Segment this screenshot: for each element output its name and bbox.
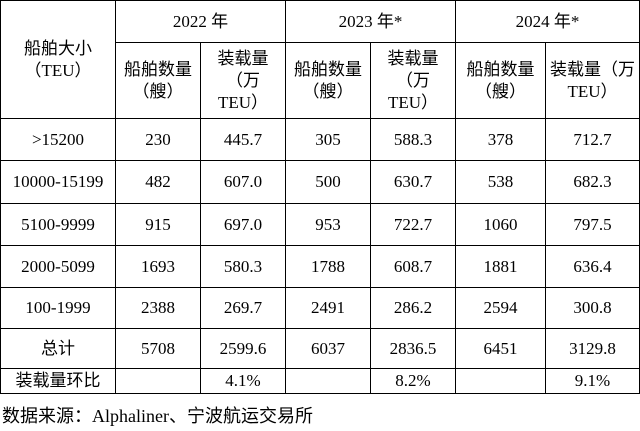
data-table: 船舶大小 （TEU） 2022 年 2023 年* 2024 年* 船舶数量 （艘） 装载量（… <box>0 0 640 394</box>
cell: 712.7 <box>545 118 640 161</box>
capacity-header: 装载量（万 TEU） <box>545 42 640 119</box>
cell: 682.3 <box>545 160 640 204</box>
cell: 580.3 <box>200 245 286 288</box>
text-line: （艘） <box>132 81 184 101</box>
cell: 378 <box>455 118 546 161</box>
cell: 6451 <box>455 328 546 369</box>
data-row: 10000-15199 482 607.0 500 630.7 538 682.3 <box>0 160 640 204</box>
text-line: 船舶数量 <box>124 59 192 79</box>
row-label: >15200 <box>0 118 116 161</box>
cell: 8.2% <box>370 368 456 394</box>
text-line: 船舶大小 <box>24 38 92 58</box>
cell: 305 <box>285 118 371 161</box>
row-label: 5100-9999 <box>0 203 116 246</box>
cell: 269.7 <box>200 287 286 329</box>
text-line: 装载量（万 <box>550 59 635 79</box>
text-line: 装载量（万 <box>387 48 439 90</box>
year-header: 2022 年 <box>115 0 286 43</box>
cell: 286.2 <box>370 287 456 329</box>
cell: 915 <box>115 203 201 246</box>
cell: 697.0 <box>200 203 286 246</box>
cell: 5708 <box>115 328 201 369</box>
cell: 630.7 <box>370 160 456 204</box>
cell: 2388 <box>115 287 201 329</box>
count-header: 船舶数量 （艘） <box>285 42 371 119</box>
cell: 538 <box>455 160 546 204</box>
cell: 608.7 <box>370 245 456 288</box>
cell: 636.4 <box>545 245 640 288</box>
text-line: （艘） <box>475 81 526 101</box>
row-label: 2000-5099 <box>0 245 116 288</box>
cell <box>455 368 546 394</box>
cell: 9.1% <box>545 368 640 394</box>
subheader-row: 船舶数量 （艘） 装载量（万 TEU） 船舶数量 （艘） 装载量（万 TEU） 船舶数量 （艘）装… <box>1 42 640 119</box>
size-header: 船舶大小 （TEU） <box>0 0 116 119</box>
cell: 1881 <box>455 245 546 288</box>
capacity-header: 装载量（万 TEU） <box>200 42 286 119</box>
cell: 1060 <box>455 203 546 246</box>
cell: 3129.8 <box>545 328 640 369</box>
source-note: 数据来源：Alphaliner、宁波航运交易所 <box>2 406 313 426</box>
cell: 2594 <box>455 287 546 329</box>
cell: 722.7 <box>370 203 456 246</box>
ratio-row: 装载量环比 4.1% 8.2% 9.1% <box>0 368 640 394</box>
cell: 1693 <box>115 245 201 288</box>
text-line: 船舶数量 <box>294 59 362 79</box>
year-header: 2023 年* <box>285 0 456 43</box>
cell: 230 <box>115 118 201 161</box>
text-line: TEU） <box>387 92 439 112</box>
cell: 2491 <box>285 287 371 329</box>
cell: 4.1% <box>200 368 286 394</box>
data-row: 2000-5099 1693 580.3 1788 608.7 1881 636.4 <box>0 245 640 288</box>
cell: 445.7 <box>200 118 286 161</box>
cell: 2599.6 <box>200 328 286 369</box>
cell: 2836.5 <box>370 328 456 369</box>
count-header: 船舶数量 （艘） <box>455 42 546 119</box>
cell: 482 <box>115 160 201 204</box>
cell: 953 <box>285 203 371 246</box>
cell: 797.5 <box>545 203 640 246</box>
row-label: 10000-15199 <box>0 160 116 204</box>
cell: 300.8 <box>545 287 640 329</box>
cell: 6037 <box>285 328 371 369</box>
cell: 1788 <box>285 245 371 288</box>
data-row: >15200 230 445.7 305 588.3 378 712.7 <box>0 118 640 161</box>
cell: 607.0 <box>200 160 286 204</box>
text-line: TEU） <box>217 92 269 112</box>
row-label: 装载量环比 <box>0 368 116 394</box>
header-row: 船舶大小 （TEU） 2022 年 2023 年* 2024 年* <box>0 0 640 119</box>
count-header: 船舶数量 （艘） <box>115 42 201 119</box>
data-row: 总计 5708 2599.6 6037 2836.5 6451 3129.8 <box>0 328 640 369</box>
capacity-header: 装载量（万 TEU） <box>370 42 456 119</box>
text-line: TEU） <box>567 81 618 101</box>
data-row: 5100-9999 915 697.0 953 722.7 1060 797.5 <box>0 203 640 246</box>
text-line: 装载量（万 <box>217 48 269 90</box>
text-line: （TEU） <box>24 60 92 80</box>
text-line: 船舶数量 <box>466 59 535 79</box>
year-header: 2024 年* <box>455 0 640 43</box>
cell <box>115 368 201 394</box>
cell: 588.3 <box>370 118 456 161</box>
data-row: 100-1999 2388 269.7 2491 286.2 2594 300.8 <box>0 287 640 329</box>
cell <box>285 368 371 394</box>
row-label: 总计 <box>0 328 116 369</box>
cell: 500 <box>285 160 371 204</box>
text-line: （艘） <box>302 81 354 101</box>
row-label: 100-1999 <box>0 287 116 329</box>
